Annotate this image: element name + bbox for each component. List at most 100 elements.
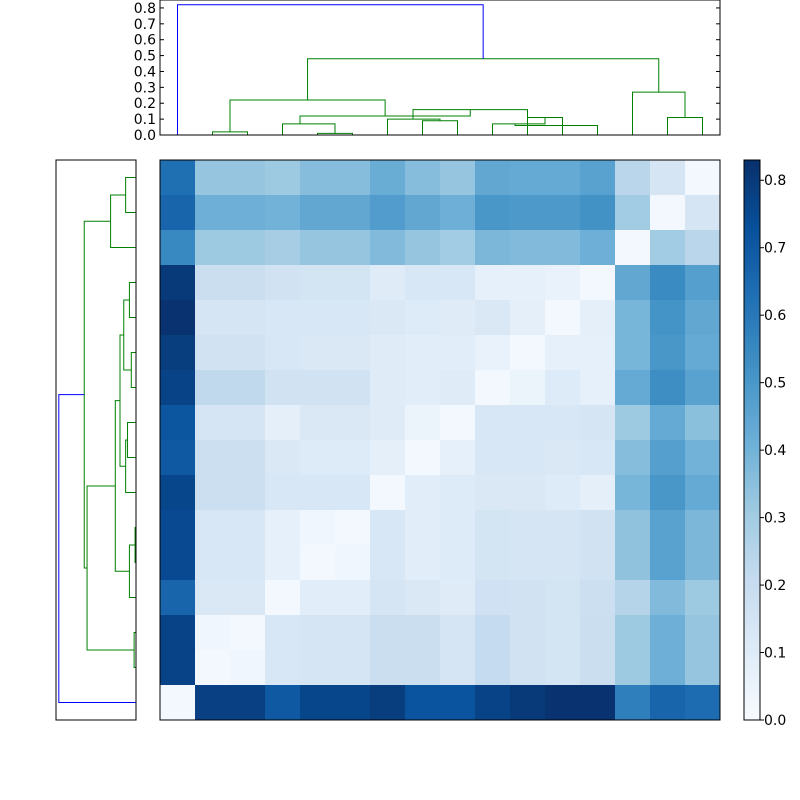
heatmap-cell [510, 580, 546, 616]
heatmap-cell [475, 265, 511, 301]
heatmap-cell [195, 510, 231, 546]
heatmap-cell [230, 580, 266, 616]
top-dendrogram-tick-label: 0.1 [134, 112, 156, 128]
heatmap-cell [370, 440, 406, 476]
heatmap-cell [265, 230, 301, 266]
heatmap-cell [370, 510, 406, 546]
heatmap-cell [160, 685, 196, 721]
heatmap-cell [370, 195, 406, 231]
colorbar-tick-label: 0.2 [764, 578, 786, 594]
heatmap-cell [440, 510, 476, 546]
heatmap-cell [335, 650, 371, 686]
top-dendrogram-tick-label: 0.7 [134, 17, 156, 33]
heatmap-cell [300, 510, 336, 546]
heatmap-cell [580, 300, 616, 336]
heatmap-cell [300, 615, 336, 651]
heatmap-cell [580, 615, 616, 651]
heatmap-cell [440, 370, 476, 406]
heatmap-cell [195, 195, 231, 231]
heatmap-cell [230, 440, 266, 476]
heatmap-cell [475, 300, 511, 336]
heatmap-cell [475, 685, 511, 721]
heatmap-cell [160, 230, 196, 266]
heatmap-cell [300, 650, 336, 686]
heatmap-cell [300, 300, 336, 336]
heatmap-cell [300, 335, 336, 371]
heatmap-cell [545, 615, 581, 651]
dendrogram-link [128, 282, 136, 318]
heatmap-cell [615, 615, 651, 651]
heatmap-cell [195, 685, 231, 721]
heatmap-cell [510, 195, 546, 231]
heatmap-cell [545, 370, 581, 406]
heatmap-cell [370, 335, 406, 371]
heatmap-cell [160, 580, 196, 616]
dendrogram-link [514, 123, 598, 135]
heatmap-cell [265, 650, 301, 686]
heatmap-cell [475, 580, 511, 616]
heatmap-cell [370, 160, 406, 196]
top-dendrogram-y-axis: 0.00.10.20.30.40.50.60.70.8 [134, 1, 720, 144]
top-dendrogram-tick-label: 0.4 [134, 64, 156, 80]
heatmap-cell [195, 475, 231, 511]
heatmap-cell [650, 580, 686, 616]
heatmap-cell [160, 475, 196, 511]
heatmap-cell [195, 265, 231, 301]
heatmap-cell [580, 195, 616, 231]
heatmap-cell [195, 440, 231, 476]
heatmap-cell [580, 685, 616, 721]
heatmap-cell [370, 370, 406, 406]
heatmap-cell [370, 685, 406, 721]
heatmap-cell [475, 195, 511, 231]
dendrogram-link [422, 120, 458, 135]
colorbar-tick-label: 0.1 [764, 646, 786, 662]
heatmap-cell [265, 265, 301, 301]
heatmap-cell [650, 195, 686, 231]
heatmap-cell [580, 265, 616, 301]
heatmap-cell [650, 265, 686, 301]
heatmap-cell [580, 335, 616, 371]
heatmap-cell [335, 615, 371, 651]
heatmap-cell [195, 405, 231, 441]
heatmap-cell [440, 545, 476, 581]
heatmap-cell [580, 370, 616, 406]
heatmap-cell [160, 335, 196, 371]
heatmap-cell [545, 685, 581, 721]
heatmap-cell [685, 510, 721, 546]
dendrogram-link [125, 177, 136, 213]
heatmap-cell [195, 230, 231, 266]
heatmap-cell [650, 545, 686, 581]
heatmap-cell [335, 335, 371, 371]
heatmap-cell [650, 475, 686, 511]
heatmap-cell [195, 160, 231, 196]
heatmap-cell [475, 545, 511, 581]
heatmap-cell [510, 475, 546, 511]
heatmap-cell [685, 230, 721, 266]
heatmap-cell [510, 230, 546, 266]
heatmap-cell [160, 545, 196, 581]
heatmap-cell [685, 265, 721, 301]
colorbar-tick-label: 0.8 [764, 173, 786, 189]
heatmap-cell [300, 195, 336, 231]
heatmap-cell [370, 545, 406, 581]
heatmap-cell [475, 335, 511, 371]
heatmap-cell [335, 160, 371, 196]
heatmap-cell [300, 370, 336, 406]
heatmap-cell [475, 510, 511, 546]
heatmap-cell [265, 195, 301, 231]
heatmap-cell [160, 440, 196, 476]
heatmap-cell [440, 580, 476, 616]
heatmap-cell [650, 300, 686, 336]
top-dendrogram-tick-label: 0.0 [134, 128, 156, 144]
heatmap-cell [650, 685, 686, 721]
heatmap-cell [405, 615, 441, 651]
heatmap-cell [545, 335, 581, 371]
heatmap-cell [510, 370, 546, 406]
top-dendrogram-frame [159, 0, 721, 136]
heatmap-cell [160, 300, 196, 336]
heatmap-cell [685, 440, 721, 476]
heatmap-cell [440, 265, 476, 301]
heatmap-cell [335, 370, 371, 406]
heatmap-cell [405, 580, 441, 616]
